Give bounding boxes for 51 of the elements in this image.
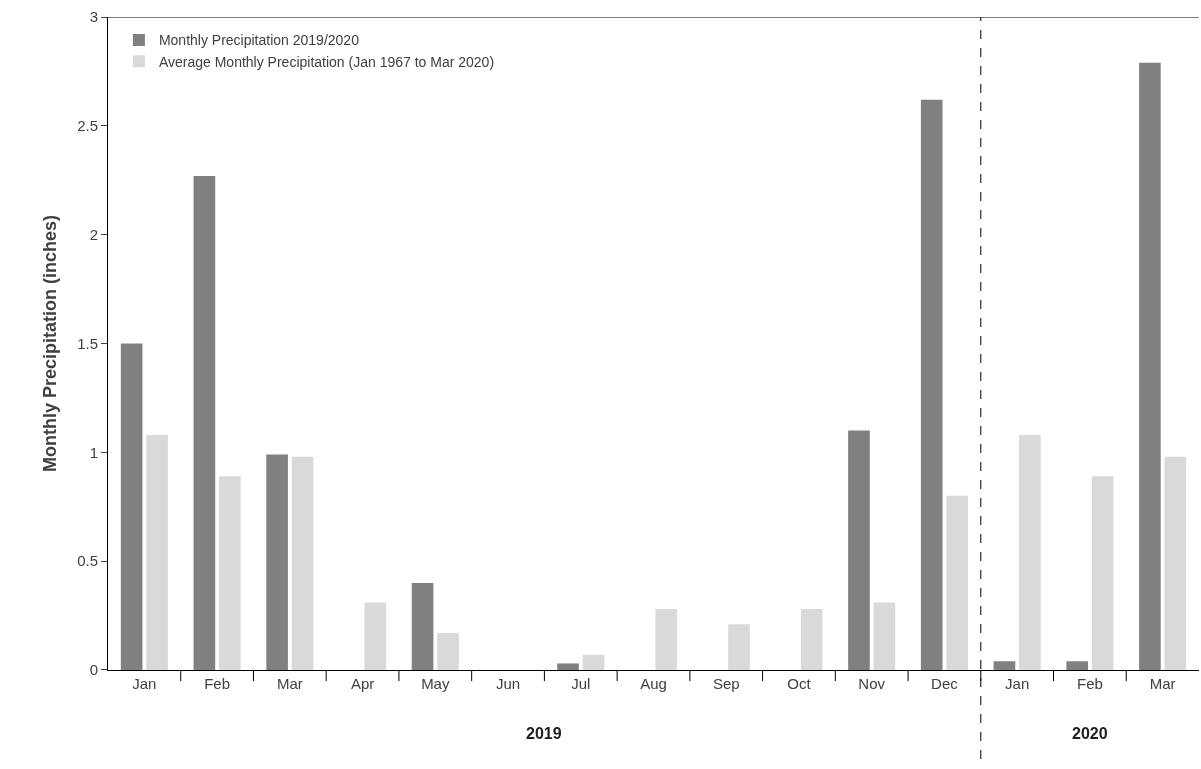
bar — [946, 495, 968, 670]
x-tick-label: Mar — [276, 674, 303, 692]
x-tick-label: Aug — [640, 674, 667, 692]
x-tick-label: Oct — [787, 674, 812, 692]
y-tick-label: 0.5 — [77, 552, 98, 570]
x-tick-label: May — [421, 674, 450, 692]
text: 2020 — [1072, 725, 1108, 742]
bar — [1019, 434, 1041, 670]
bar — [437, 632, 459, 670]
bar — [1091, 476, 1114, 670]
bar — [800, 609, 823, 670]
bar — [848, 430, 870, 670]
bar — [1066, 661, 1088, 670]
x-tick-label: Sep — [712, 674, 740, 692]
y-tick-label: 2 — [89, 225, 98, 243]
x-tick-label: Feb — [1076, 674, 1103, 692]
bar — [193, 175, 216, 670]
bar — [146, 434, 168, 670]
bar — [364, 602, 387, 670]
y-axis-title: Monthly Precipitation (inches) — [40, 214, 61, 472]
x-tick-label: Dec — [931, 674, 959, 692]
y-tick-label: 1.5 — [77, 334, 98, 352]
text: 2019 — [526, 725, 562, 742]
bar — [920, 99, 943, 670]
x-tick-label: Mar — [1149, 674, 1176, 692]
bar — [291, 456, 314, 670]
bar — [1139, 62, 1161, 670]
bar — [219, 476, 241, 670]
bar — [1164, 456, 1187, 670]
x-tick-label: Jun — [495, 674, 521, 692]
x-tick-label: Apr — [350, 674, 375, 692]
x-tick-label: Jan — [1005, 674, 1030, 692]
x-tick-label: Jul — [571, 674, 591, 692]
bar — [582, 654, 605, 670]
bar — [266, 454, 288, 670]
y-tick-label: 0 — [89, 661, 98, 679]
bar — [120, 343, 143, 670]
bar — [655, 609, 678, 670]
bar — [557, 663, 579, 670]
x-tick-label: Jan — [132, 674, 157, 692]
x-tick-label: Feb — [204, 674, 231, 692]
legend-label: Average Monthly Precipitation (Jan 1967 to Mar 2020) — [158, 53, 495, 70]
legend-label: Monthly Precipitation 2019/2020 — [158, 32, 360, 49]
x-tick-label: Nov — [858, 674, 886, 692]
bar — [993, 661, 1016, 670]
bar — [411, 582, 434, 670]
bar — [728, 624, 750, 670]
y-tick-label: 2.5 — [77, 117, 98, 135]
y-tick-label: 3 — [89, 8, 98, 26]
y-tick-label: 1 — [89, 443, 98, 461]
bar — [873, 602, 896, 670]
